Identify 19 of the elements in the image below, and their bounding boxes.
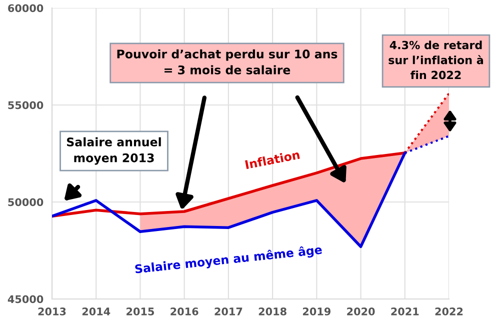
x-tick-label: 2017 <box>214 308 242 316</box>
x-tick-label: 2013 <box>38 308 66 316</box>
x-tick-label: 2014 <box>82 308 110 316</box>
x-tick-label: 2020 <box>347 308 375 316</box>
x-tick-label: 2016 <box>170 308 198 316</box>
annotation: Salaire annuel moyen 2013 <box>66 137 161 165</box>
x-tick-label: 2018 <box>258 308 286 316</box>
text: Inflation <box>244 150 300 170</box>
y-tick-label: 55000 <box>8 101 44 110</box>
annotation: Pouvoir d’achat perdu sur 10 ans = 3 mois de salaire <box>117 49 338 74</box>
text: Salaire moyen au même âge <box>134 244 322 276</box>
x-tick-label: 2019 <box>302 308 330 316</box>
x-tick-label: 2022 <box>435 308 463 316</box>
y-tick-label: 60000 <box>8 4 44 12</box>
x-tick-label: 2015 <box>126 308 154 316</box>
y-tick-label: 45000 <box>8 295 44 304</box>
annotation: 4.3% de retard sur l’inflation à fin 2022 <box>388 40 484 80</box>
x-tick-label: 2021 <box>391 308 419 316</box>
y-tick-label: 50000 <box>8 198 44 206</box>
